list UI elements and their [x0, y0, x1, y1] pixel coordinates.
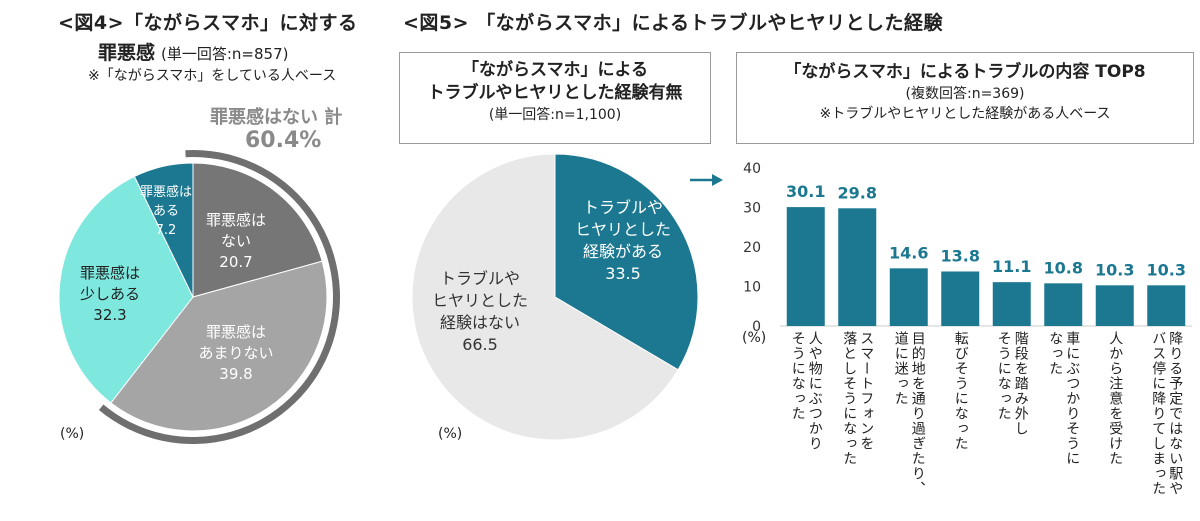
bar-category-label: 階段を踏み外し そうになった: [995, 331, 1029, 436]
fig4-title-line2: 罪悪感 (単一回答:n=857): [98, 38, 288, 65]
guilt-pie-chart: 罪悪感はない 20.7 罪悪感はあまりない 39.8 罪悪感は少しある 32.3罪悪感はあ…: [58, 150, 341, 444]
fig5-right-box: 「ながらスマホ」によるトラブルの内容 TOP8 (複数回答:n=369) ※トラ…: [736, 52, 1194, 144]
guilt-pie-slice-label-1: 罪悪感はあまりない 39.8: [198, 323, 273, 383]
fig4-title: <図4>「ながらスマホ」に対する: [58, 12, 358, 34]
bar: [992, 282, 1031, 326]
fig5-title: <図5> 「ながらスマホ」によるトラブルやヒヤリとした経験: [403, 12, 944, 34]
bar-value-label: 30.1: [786, 182, 825, 201]
fig5-left-box-line1: 「ながらスマホ」による: [462, 60, 648, 80]
fig4-total-label: 罪悪感はない 計: [210, 107, 343, 128]
bar-value-label: 10.3: [1095, 260, 1134, 279]
arrow-icon: [690, 174, 723, 186]
trouble-pie-chart: トラブルやヒヤリとした経験がある 33.5 トラブルやヒヤリとした経験はない 66.5: [411, 153, 699, 441]
bar-category-label: スマートフォンを 落としそうになった: [841, 331, 875, 466]
bar-category-label: 目的地を通り過ぎたり、 道に迷った: [892, 331, 926, 496]
bar-category-label: 降りる予定ではない駅や バス停に降りてしまった: [1150, 331, 1184, 496]
trouble-pie-slice-label-0: トラブルやヒヤリとした経験がある 33.5: [575, 198, 671, 283]
bar: [941, 271, 980, 326]
fig5-right-box-line2: (複数回答:n=369): [905, 86, 1025, 102]
guilt-pie-slice-label-2: 罪悪感は少しある 32.3: [80, 264, 140, 324]
bar: [889, 268, 928, 326]
bar: [786, 207, 825, 326]
guilt-pie-slice-0: [192, 162, 323, 298]
y-tick-label: 20: [743, 240, 761, 256]
y-tick-label: 40: [743, 161, 761, 177]
fig5-right-box-line3: ※トラブルやヒヤリとした経験がある人ベース: [819, 106, 1111, 122]
guilt-pie-slice-2: [58, 175, 194, 404]
trouble-pie-slice-label-1: トラブルやヒヤリとした経験はない 66.5: [432, 269, 528, 354]
bar-value-label: 13.8: [941, 246, 980, 265]
fig4-total-value: 60.4%: [245, 128, 322, 153]
bar: [1095, 285, 1134, 326]
fig5-right-box-line1: 「ながらスマホ」によるトラブルの内容 TOP8: [784, 62, 1146, 82]
fig4-note: ※「ながらスマホ」をしている人ベース: [88, 68, 337, 84]
bar-category-label: 車にぶつかりそうに なった: [1047, 331, 1081, 466]
bar-y-unit: (%): [742, 330, 767, 346]
bar-value-label: 14.6: [889, 243, 928, 262]
guilt-pie-slice-label-3: 罪悪感はある 7.2: [140, 184, 192, 238]
bar-category-label: 人や物にぶつかり そうになった: [789, 331, 823, 451]
guilt-pie-slice-3: [133, 162, 194, 298]
y-tick-label: 0: [752, 319, 761, 335]
fig4-unit: (%): [60, 426, 85, 442]
bar-value-label: 29.8: [838, 183, 877, 202]
trouble-pie-slice-0: [554, 153, 699, 371]
bar-value-label: 10.8: [1044, 258, 1083, 277]
bar-value-label: 11.1: [992, 257, 1031, 276]
bar-category-label: 転びそうになった: [952, 331, 969, 451]
fig5-left-box-line2: トラブルやヒヤリとした経験有無: [427, 83, 683, 103]
fig5-left-box: 「ながらスマホ」による トラブルやヒヤリとした経験有無 (単一回答:n=1,10…: [399, 52, 711, 144]
bar: [838, 208, 877, 326]
fig5-unit: (%): [438, 426, 463, 442]
bar: [1147, 285, 1186, 326]
bar-value-label: 10.3: [1147, 260, 1186, 279]
fig4-title-main: 罪悪感: [98, 42, 156, 64]
guilt-pie-slice-label-0: 罪悪感はない 20.7: [206, 211, 266, 271]
trouble-pie-slice-1: [411, 153, 679, 441]
y-tick-label: 10: [743, 280, 761, 296]
fig5-left-box-line3: (単一回答:n=1,100): [488, 107, 622, 123]
fig4-subtitle: (単一回答:n=857): [161, 45, 289, 63]
bar: [1044, 283, 1083, 326]
trouble-bar-chart: 0 10 20 30 40 30.1 29.8 14.6 13.8 11.1 10.8 10.3 10…: [743, 161, 1192, 335]
y-tick-label: 30: [743, 201, 761, 217]
bar-category-label: 人から注意を受けた: [1107, 331, 1124, 466]
guilt-pie-slice-1: [110, 260, 328, 432]
